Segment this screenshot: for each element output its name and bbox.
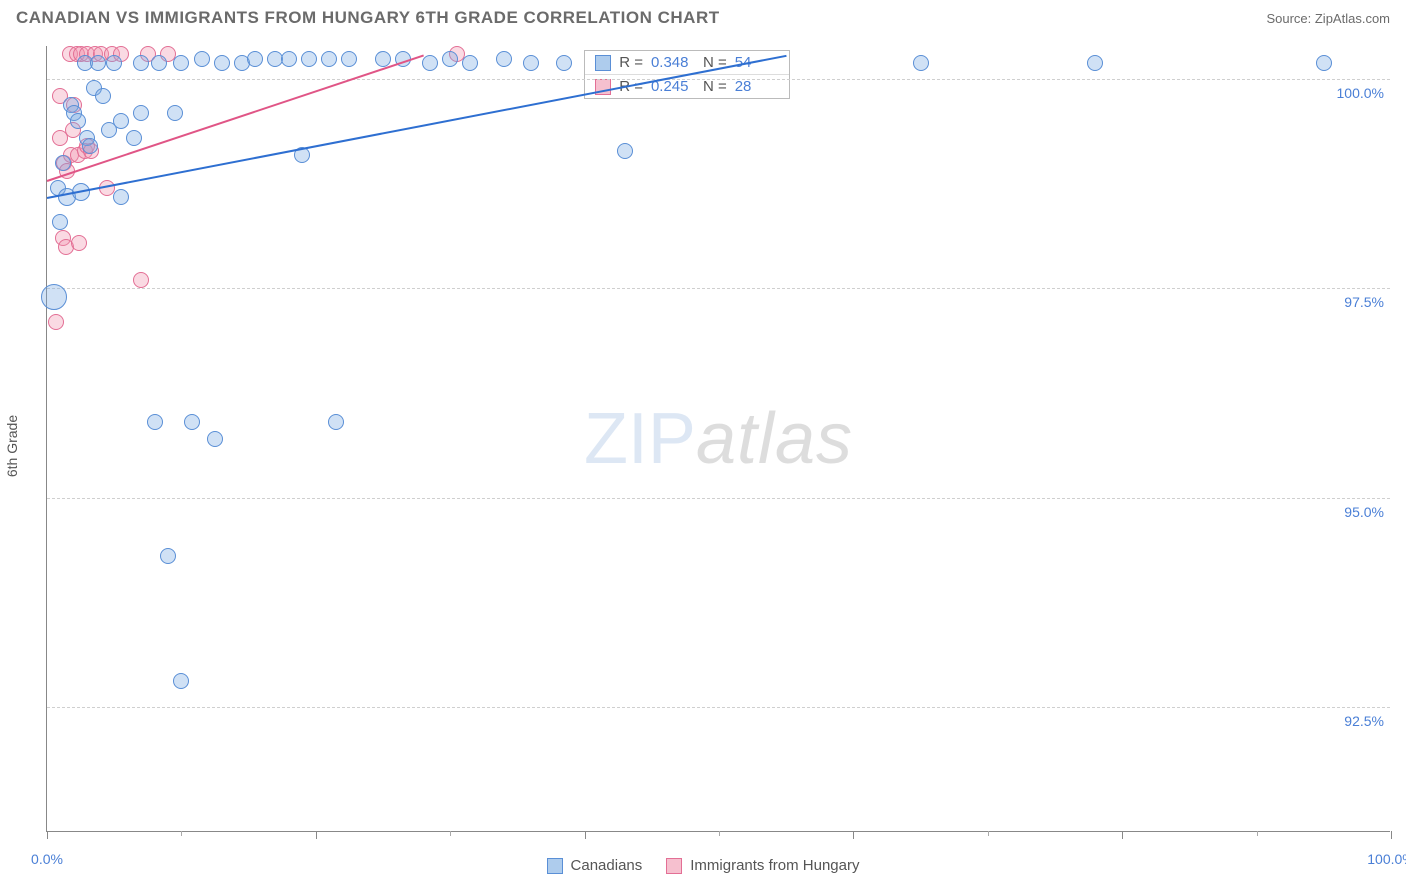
point-blue <box>113 189 129 205</box>
point-blue <box>41 284 67 310</box>
point-blue <box>106 55 122 71</box>
point-blue <box>133 55 149 71</box>
point-blue <box>281 51 297 67</box>
ytick-label: 95.0% <box>1344 504 1384 520</box>
gridline-h <box>47 707 1390 708</box>
bottom-legend: Canadians Immigrants from Hungary <box>0 857 1406 874</box>
point-blue <box>422 55 438 71</box>
xtick-minor <box>1257 831 1258 836</box>
point-blue <box>375 51 391 67</box>
xtick-major <box>853 831 854 839</box>
point-blue <box>496 51 512 67</box>
point-blue <box>90 55 106 71</box>
legend-swatch <box>547 858 563 874</box>
point-blue <box>556 55 572 71</box>
point-blue <box>442 51 458 67</box>
point-blue <box>184 414 200 430</box>
stats-row: R =0.245N =28 <box>585 74 789 98</box>
stats-row: R =0.348N =54 <box>585 51 789 74</box>
point-pink <box>71 235 87 251</box>
ytick-label: 97.5% <box>1344 294 1384 310</box>
point-blue <box>214 55 230 71</box>
watermark-part-b: atlas <box>696 399 853 479</box>
watermark-part-a: ZIP <box>584 399 696 479</box>
point-blue <box>160 548 176 564</box>
point-blue <box>328 414 344 430</box>
point-blue <box>55 155 71 171</box>
xtick-major <box>1391 831 1392 839</box>
gridline-h <box>47 79 1390 80</box>
point-blue <box>523 55 539 71</box>
legend-label: Canadians <box>571 857 643 874</box>
point-blue <box>126 130 142 146</box>
stat-r-value: 0.348 <box>651 54 695 71</box>
stat-n-label: N = <box>703 78 727 95</box>
legend-swatch <box>595 55 611 71</box>
point-blue <box>462 55 478 71</box>
point-blue <box>151 55 167 71</box>
point-blue <box>207 431 223 447</box>
point-blue <box>70 113 86 129</box>
xtick-major <box>585 831 586 839</box>
xtick-major <box>47 831 48 839</box>
regression-line-blue <box>47 54 787 198</box>
point-blue <box>913 55 929 71</box>
point-blue <box>301 51 317 67</box>
point-blue <box>617 143 633 159</box>
source-label: Source: ZipAtlas.com <box>1266 11 1390 26</box>
point-blue <box>1087 55 1103 71</box>
point-blue <box>95 88 111 104</box>
ytick-label: 100.0% <box>1337 85 1384 101</box>
legend-item: Immigrants from Hungary <box>666 857 859 874</box>
gridline-h <box>47 498 1390 499</box>
point-blue <box>82 138 98 154</box>
point-blue <box>167 105 183 121</box>
xtick-minor <box>988 831 989 836</box>
gridline-h <box>47 288 1390 289</box>
legend-label: Immigrants from Hungary <box>690 857 859 874</box>
point-blue <box>247 51 263 67</box>
xtick-major <box>316 831 317 839</box>
point-blue <box>1316 55 1332 71</box>
watermark: ZIPatlas <box>584 398 853 480</box>
xtick-minor <box>719 831 720 836</box>
point-blue <box>52 214 68 230</box>
point-pink <box>48 314 64 330</box>
point-pink <box>133 272 149 288</box>
point-blue <box>194 51 210 67</box>
point-blue <box>173 673 189 689</box>
legend-item: Canadians <box>547 857 643 874</box>
xtick-minor <box>181 831 182 836</box>
point-blue <box>133 105 149 121</box>
stat-n-value: 28 <box>735 78 779 95</box>
xtick-major <box>1122 831 1123 839</box>
chart-plot-area: ZIPatlas R =0.348N =54R =0.245N =28 92.5… <box>46 46 1390 832</box>
chart-title: CANADIAN VS IMMIGRANTS FROM HUNGARY 6TH … <box>16 8 720 28</box>
point-blue <box>341 51 357 67</box>
xtick-minor <box>450 831 451 836</box>
point-blue <box>147 414 163 430</box>
y-axis-label: 6th Grade <box>4 415 20 477</box>
stat-r-label: R = <box>619 54 643 71</box>
point-blue <box>113 113 129 129</box>
legend-swatch <box>666 858 682 874</box>
point-blue <box>321 51 337 67</box>
point-blue <box>173 55 189 71</box>
ytick-label: 92.5% <box>1344 713 1384 729</box>
